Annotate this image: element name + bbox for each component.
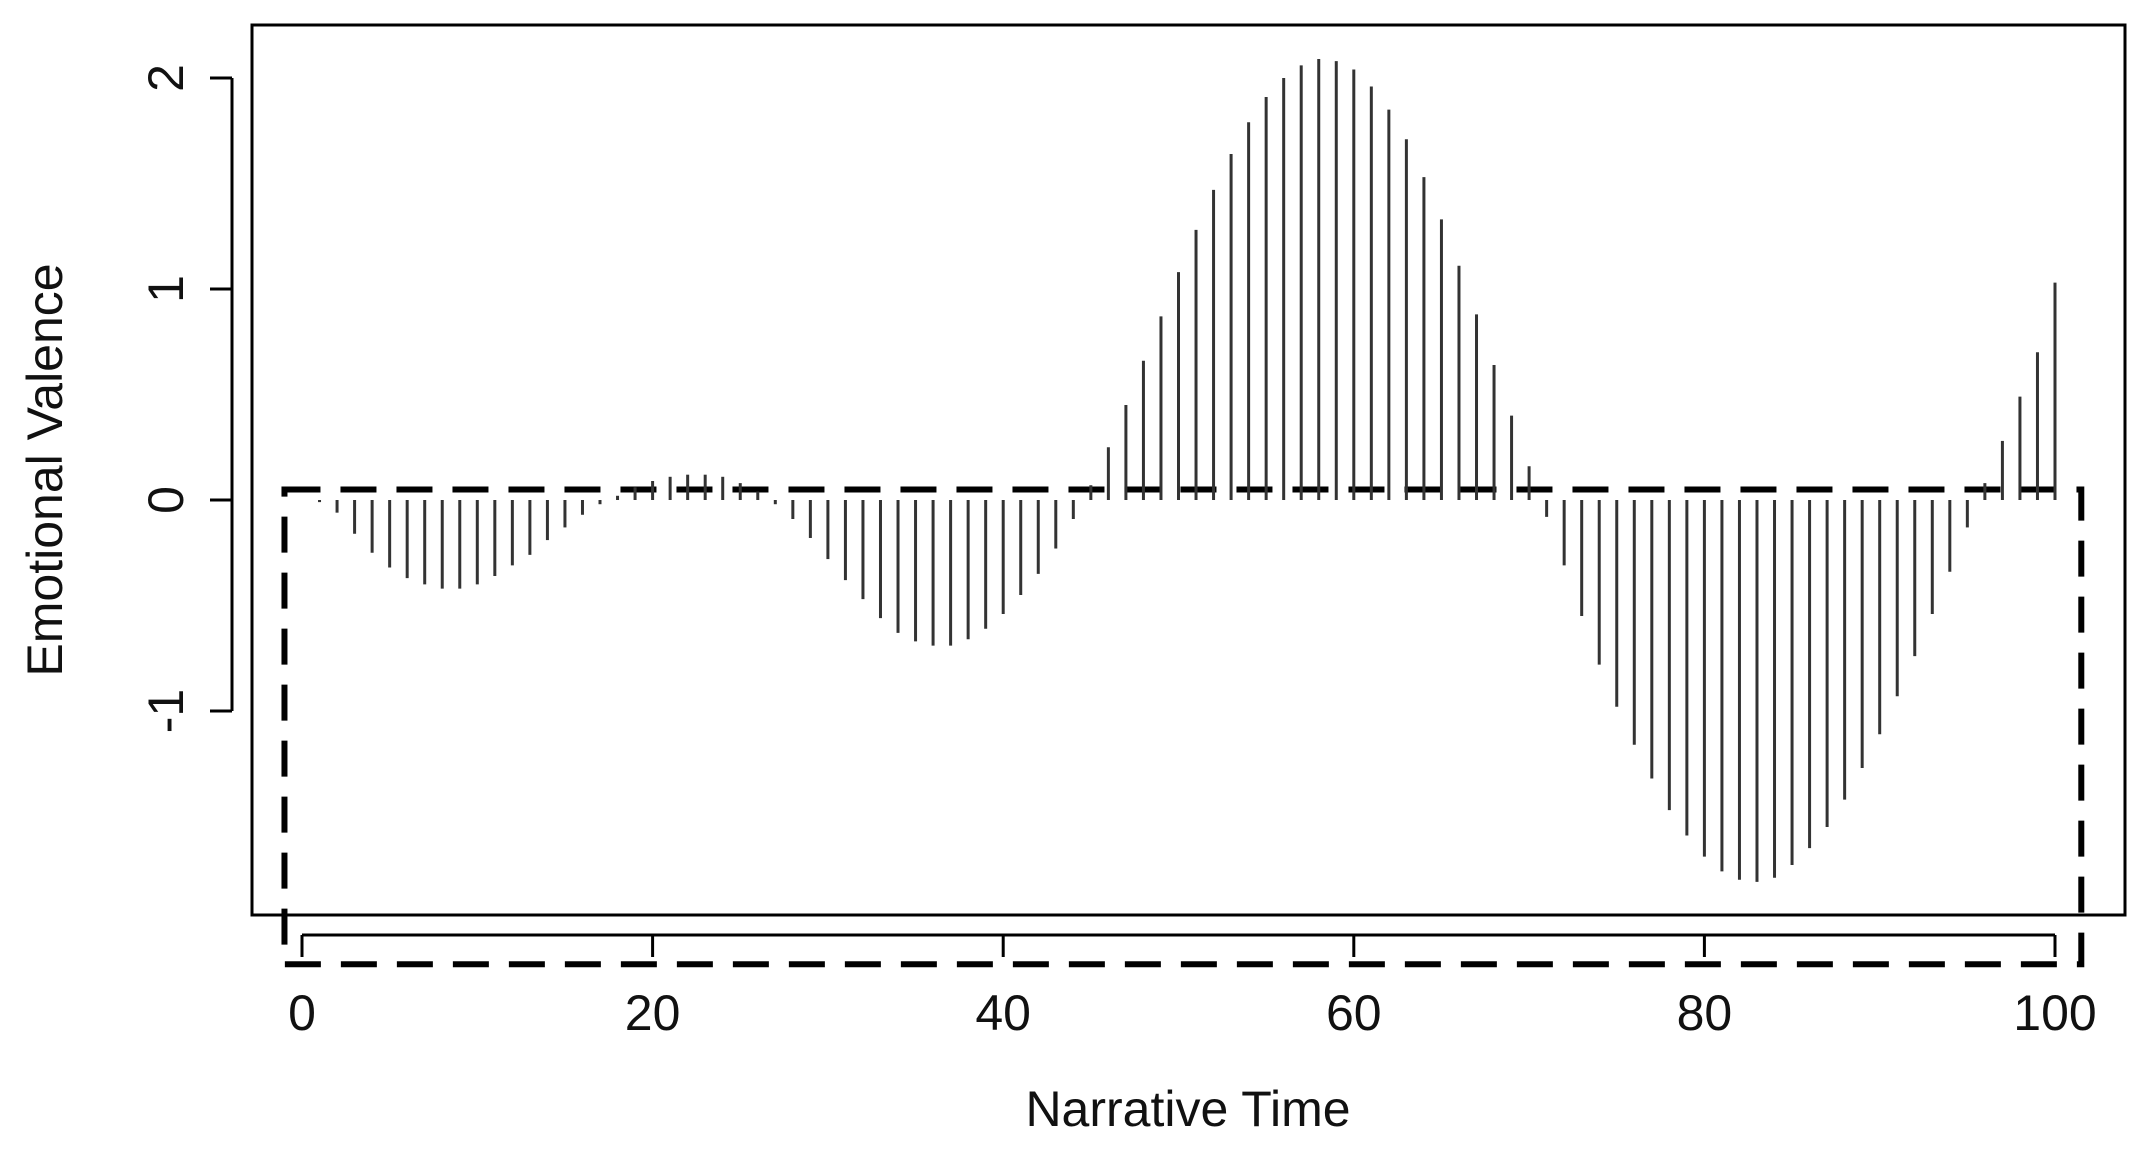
x-tick-label: 100 bbox=[2013, 985, 2096, 1041]
bar-series bbox=[318, 59, 2057, 882]
x-tick-label: 20 bbox=[625, 985, 681, 1041]
y-tick-label: -1 bbox=[138, 689, 194, 733]
y-tick-label: 1 bbox=[138, 275, 194, 303]
y-tick-label: 0 bbox=[138, 486, 194, 514]
x-tick-label: 0 bbox=[288, 985, 316, 1041]
plot-frame bbox=[250, 23, 2127, 917]
x-tick-label: 60 bbox=[1326, 985, 1382, 1041]
x-tick-label: 80 bbox=[1677, 985, 1733, 1041]
y-tick-label: 2 bbox=[138, 64, 194, 92]
x-tick-label: 40 bbox=[975, 985, 1031, 1041]
dashed-reference-box bbox=[281, 486, 2085, 968]
y-axis-title: Emotional Valence bbox=[17, 263, 73, 676]
x-axis: 0 20 40 60 80 100 bbox=[288, 933, 2097, 1041]
y-axis: -1 0 1 2 bbox=[138, 64, 234, 733]
x-axis-title: Narrative Time bbox=[1025, 1081, 1350, 1137]
